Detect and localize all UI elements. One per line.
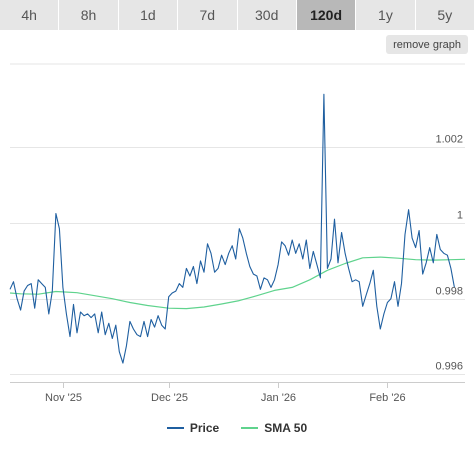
sma-50-series-line [9, 256, 466, 310]
range-tab-1y[interactable]: 1y [356, 0, 416, 30]
legend-label: Price [189, 421, 220, 435]
remove-graph-button[interactable]: remove graph [386, 35, 468, 54]
legend-item-sma-50[interactable]: SMA 50 [241, 421, 307, 435]
range-tab-5y[interactable]: 5y [437, 7, 453, 23]
range-tab-4h[interactable]: 4h [0, 0, 60, 30]
range-selector: 4h 8h 1d 7d 30d 120d 1y 5y [0, 0, 474, 30]
y-tick-label: 0.998 [435, 286, 463, 298]
x-tick-label: Dec '25 [151, 392, 188, 404]
x-tick-label: Nov '25 [45, 392, 82, 404]
x-tick-label: Jan '26 [261, 392, 296, 404]
y-tick-label: 1 [457, 210, 463, 222]
y-tick-label: 0.996 [435, 361, 463, 373]
range-tab-1d[interactable]: 1d [119, 0, 179, 30]
range-tab-8h[interactable]: 8h [59, 0, 119, 30]
chart-legend: Price SMA 50 [0, 421, 474, 435]
range-tab-120d[interactable]: 120d [296, 0, 357, 30]
grid-layer [10, 63, 465, 375]
tick-label-layer: 0.996 0.998 1 1.002 Nov '25 Dec '25 Jan '26 Feb… [45, 134, 463, 405]
legend-swatch [166, 427, 184, 429]
series-layer [9, 93, 466, 364]
range-tab-7d[interactable]: 7d [178, 0, 238, 30]
legend-label: SMA 50 [264, 421, 308, 435]
axis-layer [10, 382, 465, 388]
price-series-line [9, 93, 455, 364]
x-tick-label: Feb '26 [369, 392, 405, 404]
legend-swatch [241, 427, 259, 429]
y-tick-label: 1.002 [435, 134, 463, 146]
range-tab-30d[interactable]: 30d [238, 0, 297, 30]
legend-item-price[interactable]: Price [166, 421, 220, 435]
